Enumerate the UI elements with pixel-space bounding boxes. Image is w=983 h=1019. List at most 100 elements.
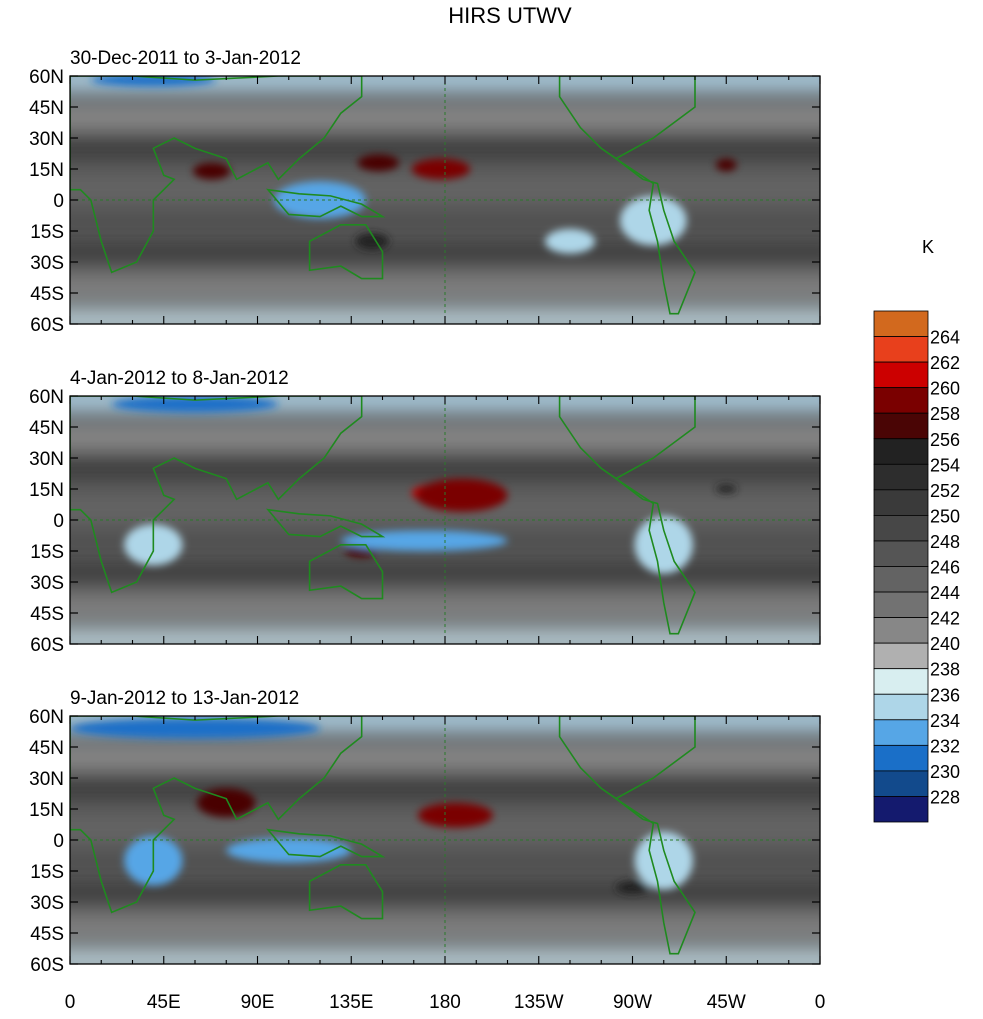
contour-blob (355, 233, 389, 250)
panel-subtitle: 30-Dec-2011 to 3-Jan-2012 (70, 48, 301, 69)
contour-blob (715, 158, 737, 172)
y-tick-label: 15S (30, 862, 64, 883)
colorbar-swatch (873, 515, 929, 542)
coastline (265, 828, 386, 858)
coastline (558, 716, 696, 955)
contour-blob (111, 396, 279, 413)
contour-blob (70, 718, 320, 739)
y-tick-label: 0 (53, 511, 64, 532)
coastline (308, 863, 384, 920)
coastline (70, 716, 363, 914)
colorbar-swatch (873, 719, 929, 746)
colorbar-label: 248 (930, 532, 960, 552)
coastline (265, 188, 386, 218)
coastline (70, 76, 363, 274)
colorbar-swatch (873, 566, 929, 593)
y-tick-label: 15N (29, 800, 64, 821)
y-tick-label: 45N (29, 98, 64, 119)
colorbar-label: 256 (930, 430, 960, 450)
x-tick-label: 0 (815, 992, 826, 1013)
colorbar-swatch (873, 693, 929, 721)
colorbar-label: 228 (930, 787, 960, 807)
contour-blob (715, 484, 737, 494)
panel-2: 4-Jan-2012 to 8-Jan-2012 60N 45N 30N 15N 0 15S… (29, 368, 821, 656)
texture-band (70, 823, 820, 836)
colorbar-swatch (873, 387, 929, 414)
y-tick-label: 60S (30, 315, 64, 336)
contour-blob (197, 788, 256, 818)
colorbar-label: 252 (930, 481, 960, 501)
x-tick-label: 45W (707, 992, 746, 1013)
colorbar-label: 230 (930, 762, 960, 782)
panel-1: 30-Dec-2011 to 3-Jan-2012 60N 45N 30N 15N 0 15… (29, 48, 821, 336)
colorbar-swatch (873, 361, 929, 389)
y-tick-label: 15N (29, 480, 64, 501)
y-tick-label: 30S (30, 893, 64, 914)
x-axis: 0 45E 90E 135E 180 135W 90W 45W 0 (65, 992, 826, 1013)
y-tick-label: 60N (29, 707, 64, 728)
contour-blob (545, 228, 595, 254)
x-tick-label: 180 (429, 992, 461, 1013)
x-tick-label: 135E (329, 992, 373, 1013)
field (70, 716, 820, 964)
colorbar-swatch (873, 642, 929, 670)
contour-blob (274, 181, 366, 219)
colorbar-label: 254 (930, 455, 960, 475)
colorbar-swatch (873, 463, 929, 491)
y-tick-label: 45N (29, 418, 64, 439)
colorbar-label: 236 (930, 685, 960, 705)
colorbar-swatch (873, 591, 929, 618)
y-tick-label: 30N (29, 769, 64, 790)
texture-band (70, 109, 820, 126)
colorbar-label: 250 (930, 506, 960, 526)
coastline (308, 224, 384, 280)
coastline (265, 508, 386, 538)
colorbar-label: 264 (930, 328, 960, 348)
colorbar: K 264 262 260 258 256 254 252 250 248 246 244 242 24… (873, 237, 960, 823)
contour-blob (417, 802, 493, 828)
y-tick-label: 60S (30, 635, 64, 656)
colorbar-swatch (873, 310, 929, 337)
colorbar-label: 234 (930, 711, 960, 731)
colorbar-label: 232 (930, 736, 960, 756)
colorbar-label: 260 (930, 379, 960, 399)
colorbar-label: 242 (930, 609, 960, 629)
colorbar-swatch (873, 668, 929, 695)
y-tick-label: 15S (30, 542, 64, 563)
contour-features (111, 396, 737, 574)
contour-blob (411, 158, 471, 180)
texture-band (70, 183, 820, 196)
contour-blob (340, 530, 508, 552)
colorbar-swatch (873, 796, 929, 823)
colorbar-label: 238 (930, 660, 960, 680)
contour-blob (634, 515, 693, 574)
y-tick-label: 0 (53, 831, 64, 852)
x-tick-label: 135W (514, 992, 564, 1013)
y-tick-label: 60S (30, 955, 64, 976)
colorbar-label: 244 (930, 583, 960, 603)
colorbar-swatch (873, 770, 929, 797)
x-tick-label: 0 (65, 992, 76, 1013)
y-tick-label: 45S (30, 604, 64, 625)
y-tick-label: 45N (29, 738, 64, 759)
y-tick-label: 60N (29, 387, 64, 408)
y-tick-label: 45S (30, 284, 64, 305)
colorbar-label: 258 (930, 404, 960, 424)
panel-subtitle: 9-Jan-2012 to 13-Jan-2012 (70, 688, 299, 709)
coastline (558, 76, 696, 315)
coastline (308, 543, 384, 600)
chart-title: HIRS UTWV (448, 3, 572, 28)
x-tick-label: 90W (613, 992, 652, 1013)
continent-outlines (70, 76, 696, 315)
contour-blob (620, 195, 687, 246)
y-tick-label: 15S (30, 222, 64, 243)
panel-3: 9-Jan-2012 to 13-Jan-2012 60N 45N 30N 15N 0 15… (29, 688, 821, 976)
field (70, 396, 820, 644)
colorbar-swatch (873, 617, 929, 644)
x-tick-label: 45E (147, 992, 181, 1013)
colorbar-swatch (873, 540, 929, 567)
y-tick-label: 15N (29, 160, 64, 181)
colorbar-swatch (873, 489, 929, 516)
colorbar-label: 262 (930, 353, 960, 373)
